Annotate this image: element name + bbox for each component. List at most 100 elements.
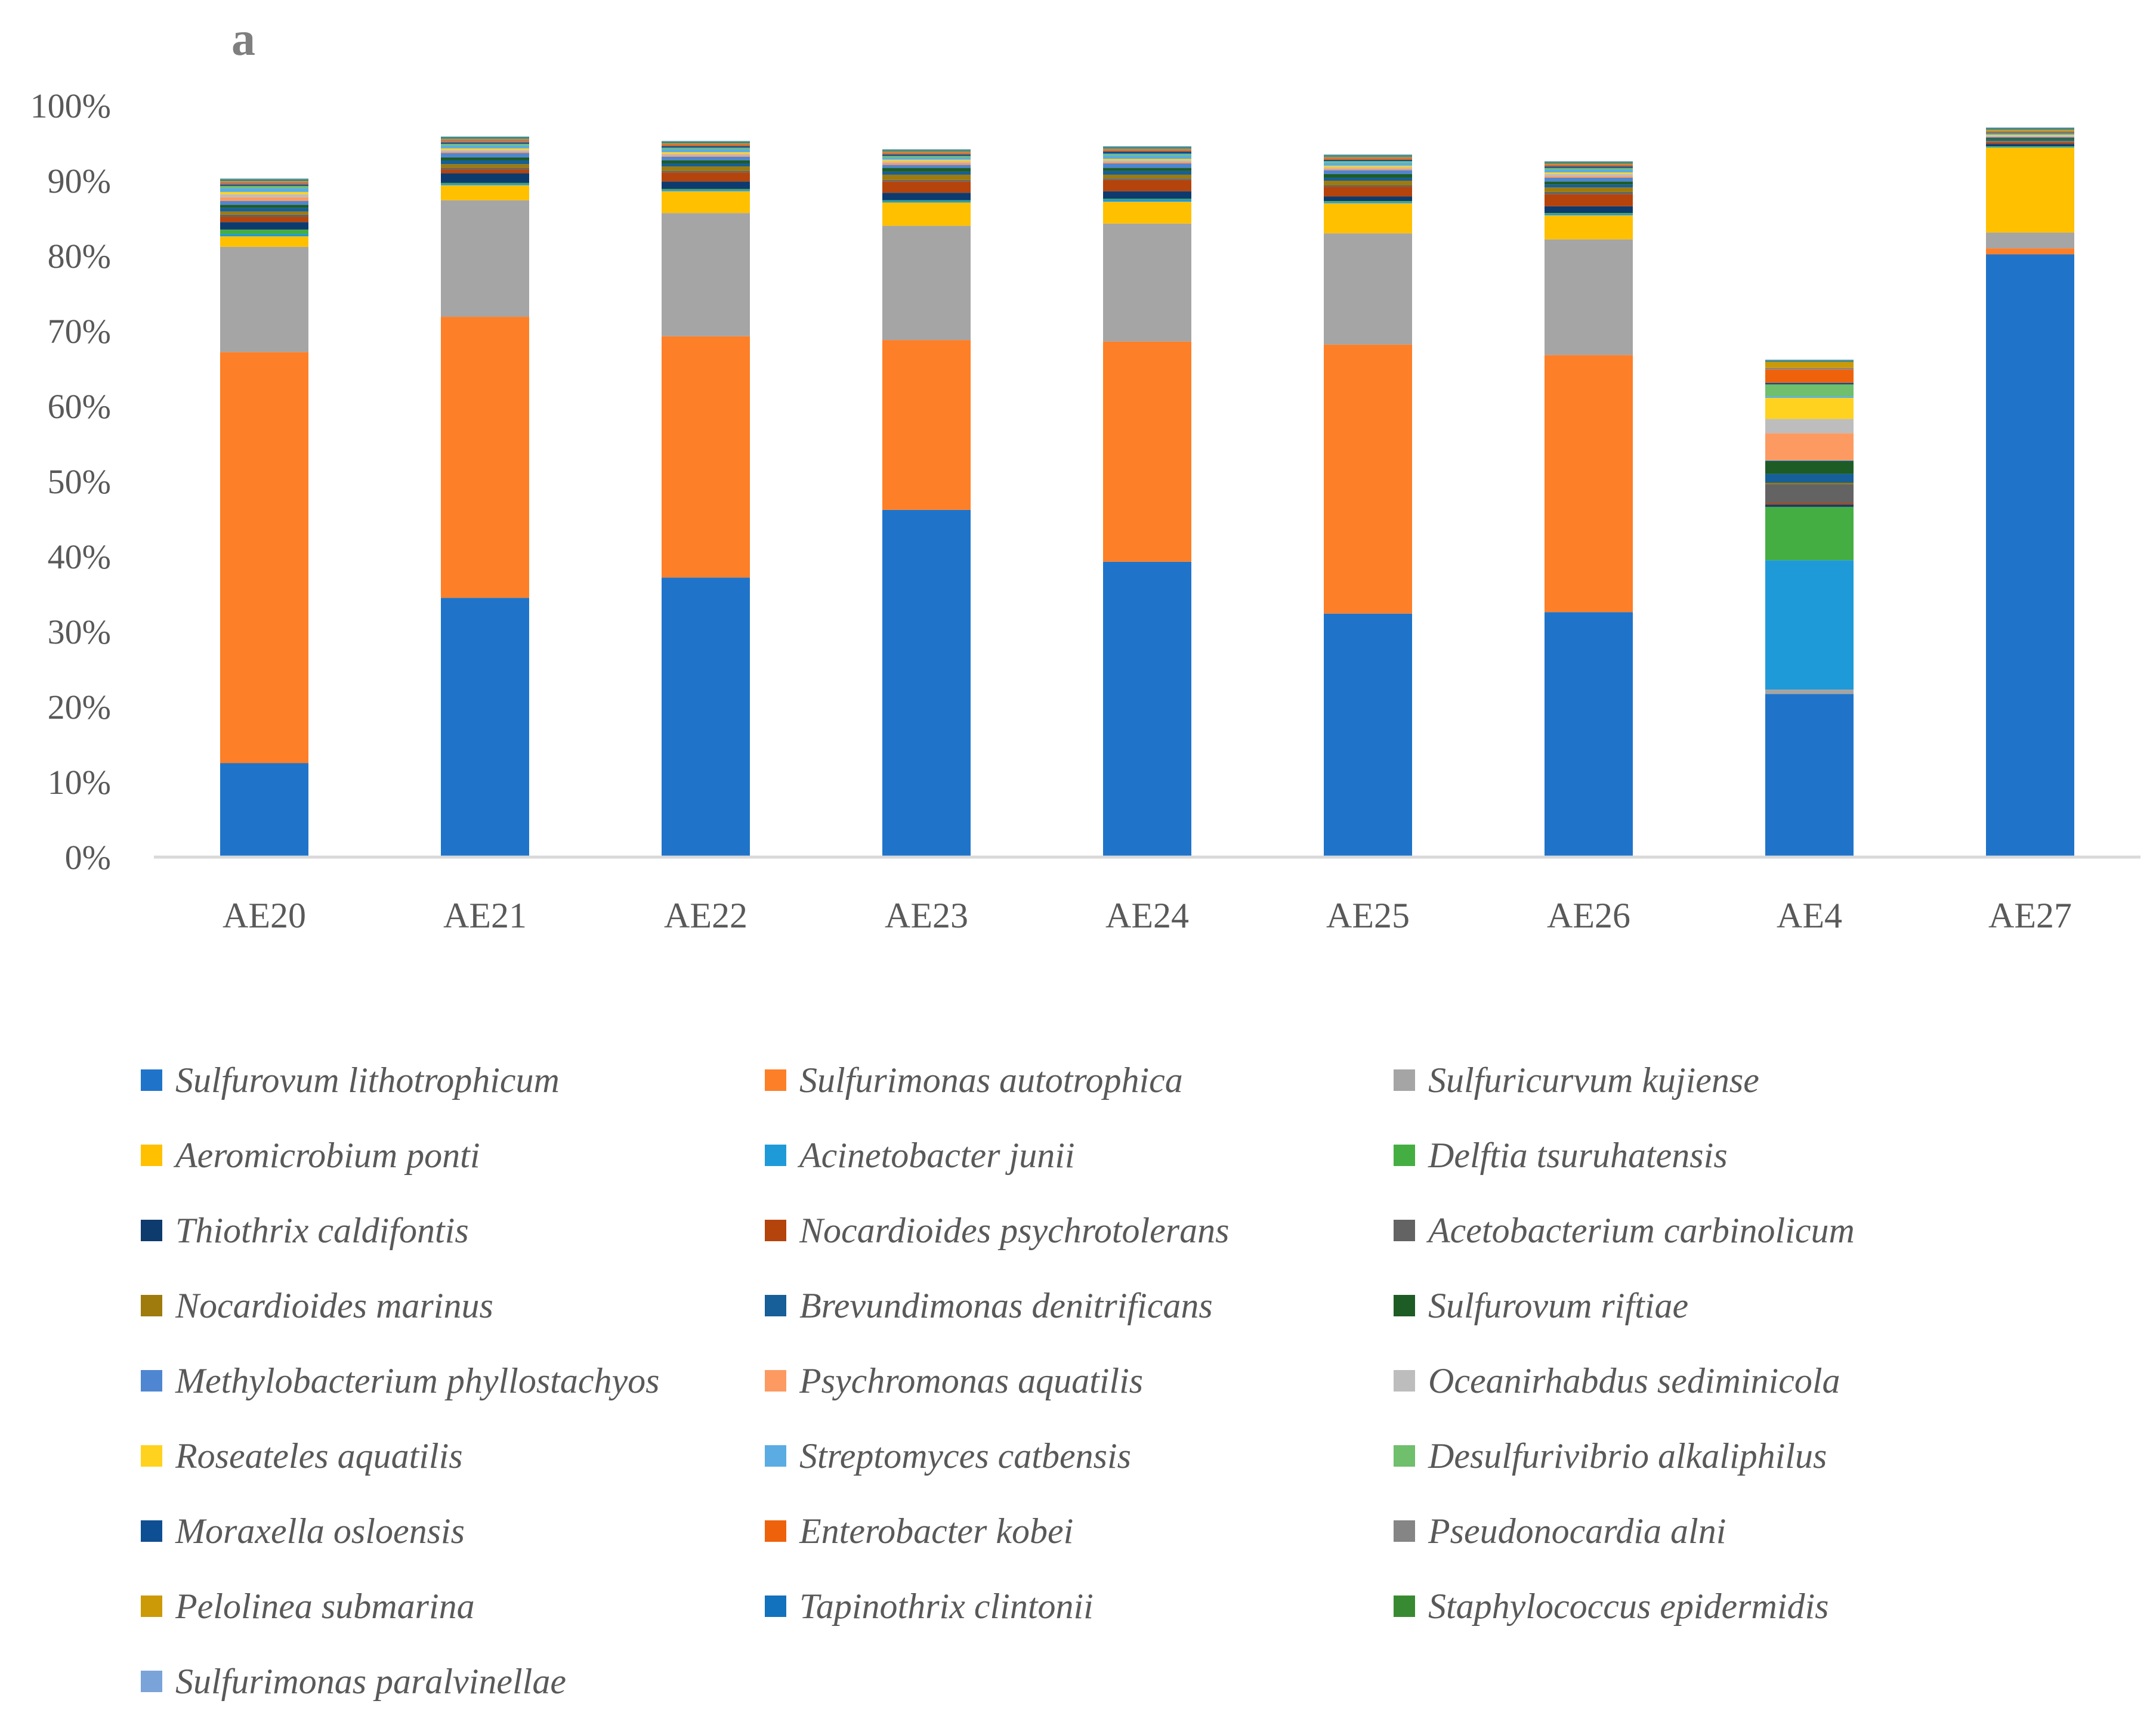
bar-segment <box>1545 215 1633 240</box>
legend-swatch <box>1394 1145 1415 1166</box>
bar-segment <box>1765 506 1854 561</box>
bar-segment <box>1324 158 1412 160</box>
bar-segment <box>1324 203 1412 234</box>
bar-segment <box>1103 149 1191 150</box>
x-tick-label: AE21 <box>443 896 527 935</box>
bar-segment <box>1324 170 1412 174</box>
legend-label: Psychromonas aquatilis <box>799 1361 1143 1400</box>
bar-segment <box>662 336 750 578</box>
bar-segment <box>1324 165 1412 168</box>
legend-item: Acetobacterium carbinolicum <box>1394 1211 1855 1250</box>
bar-segment <box>220 185 308 188</box>
bar-segment <box>1324 613 1412 857</box>
bar-segment <box>441 138 529 140</box>
bar-segment <box>1545 165 1633 167</box>
bar-segment <box>441 137 529 138</box>
bar-segment <box>882 156 971 157</box>
legend-item: Tapinothrix clintonii <box>765 1587 1094 1626</box>
bar-segment <box>441 173 529 183</box>
bar-segment <box>662 152 750 154</box>
bar-segment <box>662 143 750 144</box>
bar-segment <box>1324 159 1412 162</box>
x-tick-label: AE20 <box>223 896 306 935</box>
y-tick-label: 0% <box>65 838 111 877</box>
legend-label: Sulfurimonas paralvinellae <box>175 1662 566 1701</box>
legend-swatch <box>1394 1370 1415 1392</box>
bar-segment <box>662 213 750 336</box>
bar-segment <box>220 188 308 192</box>
bar-segment <box>882 162 971 165</box>
bar-segment <box>1103 223 1191 342</box>
bar-segment <box>1986 147 2074 233</box>
bar-segment <box>662 147 750 150</box>
legend-swatch <box>141 1220 162 1241</box>
bar-segment <box>1765 503 1854 505</box>
bar-segment <box>1103 160 1191 162</box>
bar-segment <box>1103 174 1191 179</box>
bar-segment <box>882 202 971 226</box>
bar-segment <box>1765 505 1854 507</box>
legend-label: Roseateles aquatilis <box>175 1436 463 1476</box>
x-tick-label: AE23 <box>885 896 968 935</box>
bar-segment <box>882 509 971 857</box>
bar-segment <box>1545 161 1633 162</box>
bar-stack-ae20 <box>220 178 308 857</box>
bar-segment <box>882 200 971 202</box>
legend-label: Streptomyces catbensis <box>799 1436 1131 1476</box>
legend-item: Sulfurovum lithotrophicum <box>141 1060 560 1100</box>
legend-label: Oceanirhabdus sediminicola <box>1428 1361 1840 1400</box>
bar-segment <box>1545 213 1633 214</box>
bar-segment <box>1103 168 1191 171</box>
legend-item: Staphylococcus epidermidis <box>1394 1587 1829 1626</box>
legend-swatch <box>765 1370 786 1392</box>
legend-label: Sulfuricurvum kujiense <box>1428 1060 1759 1100</box>
legend-swatch <box>141 1671 162 1692</box>
bar-segment <box>1986 139 2074 141</box>
legend-item: Nocardioides marinus <box>141 1286 493 1325</box>
bar-segment <box>1545 177 1633 182</box>
bar-segment <box>882 149 971 150</box>
bar-segment <box>441 141 529 143</box>
legend-label: Pelolinea submarina <box>175 1587 475 1626</box>
legend-swatch <box>765 1145 786 1166</box>
legend-swatch <box>765 1520 786 1542</box>
bar-segment <box>441 185 529 200</box>
bar-segment <box>220 180 308 181</box>
y-tick-label: 30% <box>48 613 111 651</box>
legend-swatch <box>141 1595 162 1617</box>
bar-segment <box>1765 360 1854 361</box>
bar-segment <box>1765 483 1854 485</box>
bar-segment <box>1103 561 1191 857</box>
legend-swatch <box>1394 1295 1415 1316</box>
bar-segment <box>441 139 529 141</box>
bar-segment <box>1765 367 1854 370</box>
bar-segment <box>1986 144 2074 147</box>
bar-segment <box>882 201 971 203</box>
bar-segment <box>882 161 971 163</box>
bar-segment <box>662 188 750 190</box>
bar-segment <box>1324 233 1412 345</box>
legend-label: Delftia tsuruhatensis <box>1428 1136 1728 1175</box>
bar-segment <box>1545 176 1633 178</box>
legend: Sulfurovum lithotrophicum Sulfurimonas au… <box>141 1060 1855 1701</box>
bar-segment <box>1765 384 1854 397</box>
bar-segment <box>1324 154 1412 156</box>
bar-segment <box>662 577 750 857</box>
bar-segment <box>1765 369 1854 383</box>
bar-segment <box>662 149 750 153</box>
legend-label: Thiothrix caldifontis <box>175 1211 469 1250</box>
bar-segment <box>1545 164 1633 165</box>
legend-item: Methylobacterium phyllostachyos <box>141 1361 659 1400</box>
bar-segment <box>220 352 308 763</box>
bar-segment <box>1545 184 1633 188</box>
bar-segment <box>1324 177 1412 181</box>
bar-segment <box>1545 239 1633 355</box>
bar-segment <box>1765 460 1854 461</box>
bar-segment <box>1765 396 1854 398</box>
bar-segment <box>662 166 750 171</box>
bar-segment <box>1324 168 1412 171</box>
x-tick-label: AE26 <box>1547 896 1630 935</box>
bar-segment <box>220 229 308 234</box>
bar-segment <box>882 153 971 154</box>
legend-swatch <box>141 1295 162 1316</box>
